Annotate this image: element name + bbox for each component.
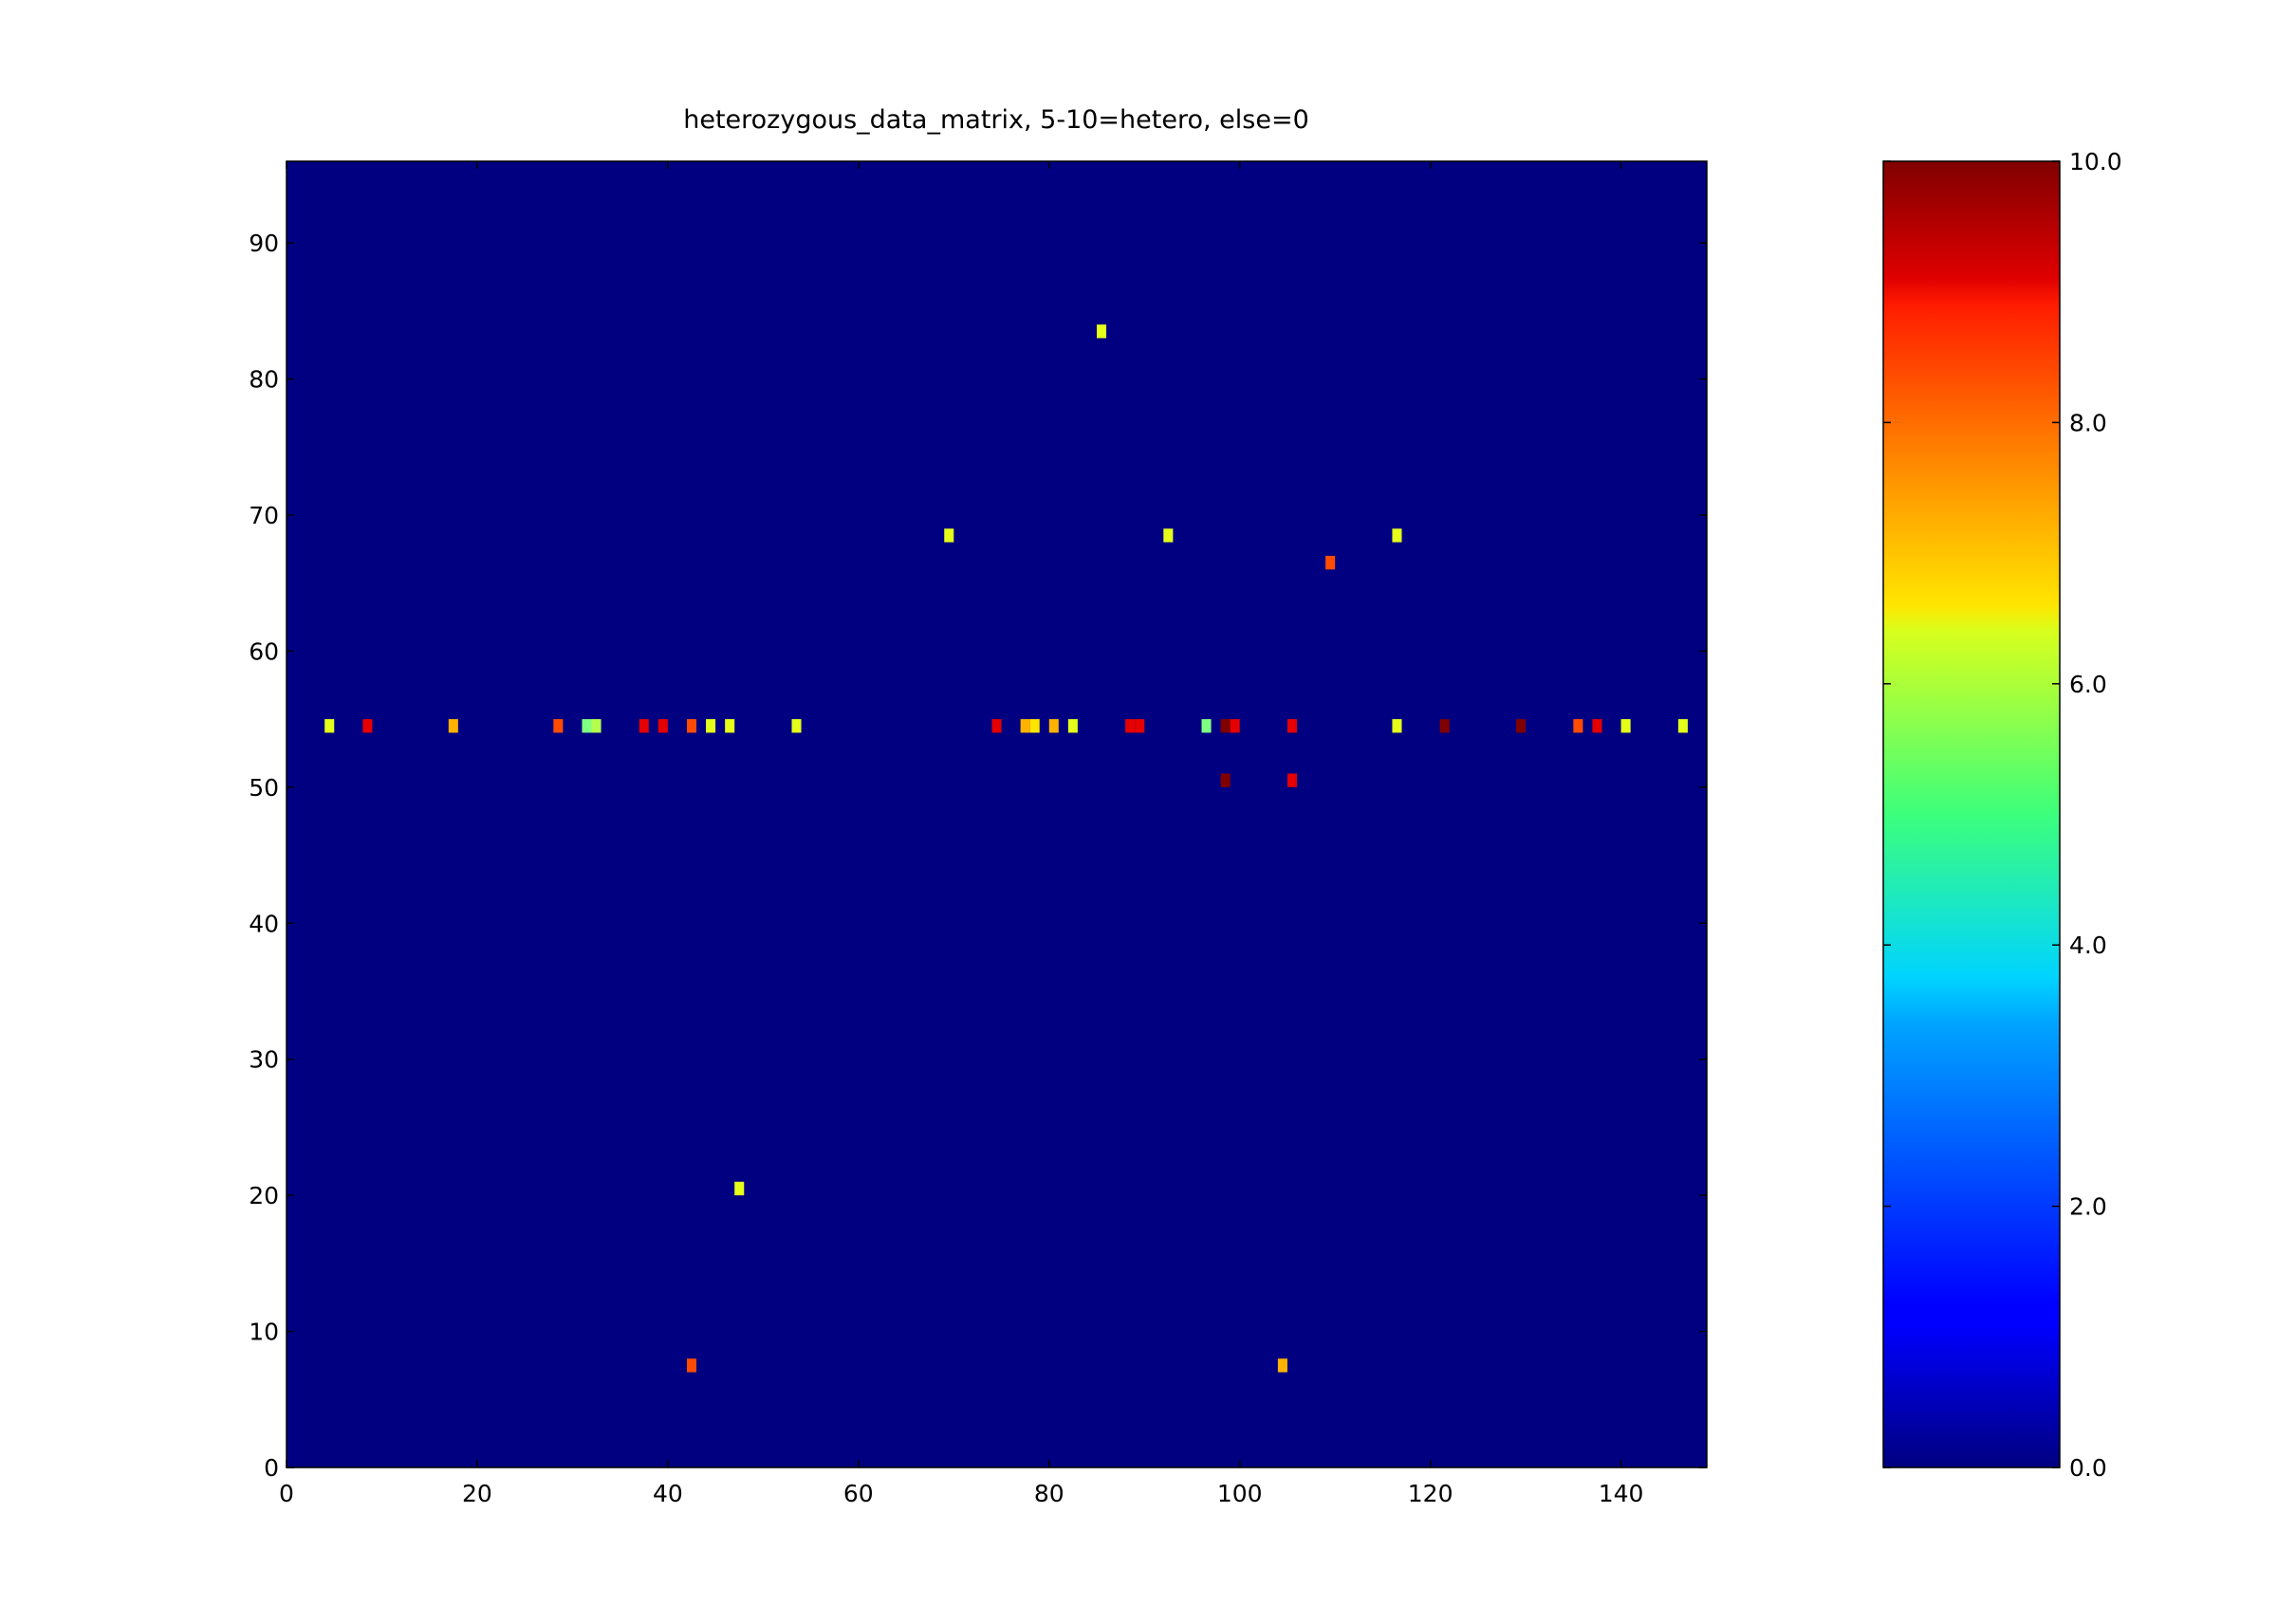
heatmap-cell [1392, 719, 1402, 733]
heatmap-cell [1230, 719, 1240, 733]
heatmap-cell [582, 719, 592, 733]
y-tick-label: 10 [249, 1319, 279, 1346]
y-tick-label: 60 [249, 637, 279, 665]
heatmap-cell [686, 1358, 697, 1373]
heatmap-cell [362, 719, 373, 733]
heatmap-cell [1096, 324, 1107, 339]
y-tick-label: 0 [264, 1454, 279, 1482]
x-tick-label: 0 [279, 1480, 294, 1507]
heatmap-cell [725, 719, 735, 733]
heatmap-cell [1620, 719, 1631, 733]
heatmap-cell [686, 719, 697, 733]
heatmap-cell [1067, 719, 1078, 733]
x-axis: 0 20 40 60 80 100 120 140 [279, 161, 1643, 1507]
y-tick-label: 30 [249, 1046, 279, 1074]
x-tick-label: 140 [1599, 1480, 1644, 1507]
heatmap-cell [1325, 555, 1336, 570]
colorbar-ticks: 0.0 2.0 4.0 6.0 8.0 10.0 [1883, 148, 2122, 1482]
plot-area [286, 160, 1708, 1468]
heatmap-cell [944, 528, 954, 543]
heatmap-cell [639, 719, 649, 733]
colorbar-tick-label: 2.0 [2069, 1193, 2107, 1221]
y-tick-label: 90 [249, 230, 279, 257]
x-tick-label: 40 [653, 1480, 683, 1507]
heatmap-cell [1135, 719, 1145, 733]
x-tick-label: 100 [1217, 1480, 1263, 1507]
x-tick-label: 20 [462, 1480, 492, 1507]
heatmap-cell [1220, 773, 1231, 787]
colorbar-tick-label: 4.0 [2069, 932, 2107, 959]
heatmap-cell [991, 719, 1002, 733]
heatmap-cell [324, 719, 335, 733]
colorbar: 0.0 2.0 4.0 6.0 8.0 10.0 [1882, 148, 2122, 1482]
heatmap-cell [791, 719, 802, 733]
colorbar-gradient [1882, 160, 2061, 1468]
heatmap-cell [1392, 528, 1402, 543]
x-tick-label: 80 [1034, 1480, 1064, 1507]
heatmap-cell [1020, 719, 1030, 733]
y-tick-label: 80 [249, 366, 279, 394]
heatmap-cell [1677, 719, 1688, 733]
colorbar-tick-label: 0.0 [2069, 1454, 2107, 1482]
heatmap-cell [734, 1181, 745, 1196]
heatmap-cell [1220, 719, 1231, 733]
chart-title: heterozygous_data_matrix, 5-10=hetero, e… [683, 105, 1309, 135]
heatmap-cell [1592, 719, 1602, 733]
colorbar-tick-label: 10.0 [2069, 148, 2122, 175]
heatmap-cell [1287, 719, 1297, 733]
heatmap-cell [591, 719, 602, 733]
x-tick-label: 60 [843, 1480, 874, 1507]
heatmap-cell [1163, 528, 1174, 543]
heatmap-cells [324, 324, 1688, 1373]
heatmap-cell [1439, 719, 1450, 733]
y-tick-label: 40 [249, 910, 279, 937]
heatmap-cell [553, 719, 564, 733]
heatmap-cell [1277, 1358, 1287, 1373]
heatmap-cell [448, 719, 458, 733]
heatmap-cell [1048, 719, 1059, 733]
heatmap-cell [1287, 773, 1297, 787]
y-axis: 0 10 20 30 40 50 60 70 80 90 [249, 230, 1707, 1482]
heatmap-cell [1516, 719, 1527, 733]
x-tick-label: 120 [1408, 1480, 1453, 1507]
plot-frame [286, 160, 1708, 1468]
y-tick-label: 50 [249, 774, 279, 802]
heatmap-cell [1573, 719, 1583, 733]
plot-background [287, 161, 1707, 1467]
heatmap-cell [1201, 719, 1212, 733]
colorbar-tick-label: 8.0 [2069, 409, 2107, 436]
y-tick-label: 20 [249, 1182, 279, 1209]
heatmap-cell [1125, 719, 1136, 733]
heatmap-cell [706, 719, 716, 733]
heatmap-cell [1029, 719, 1040, 733]
colorbar-tick-label: 6.0 [2069, 671, 2107, 698]
heatmap-cell [657, 719, 668, 733]
y-tick-label: 70 [249, 502, 279, 529]
